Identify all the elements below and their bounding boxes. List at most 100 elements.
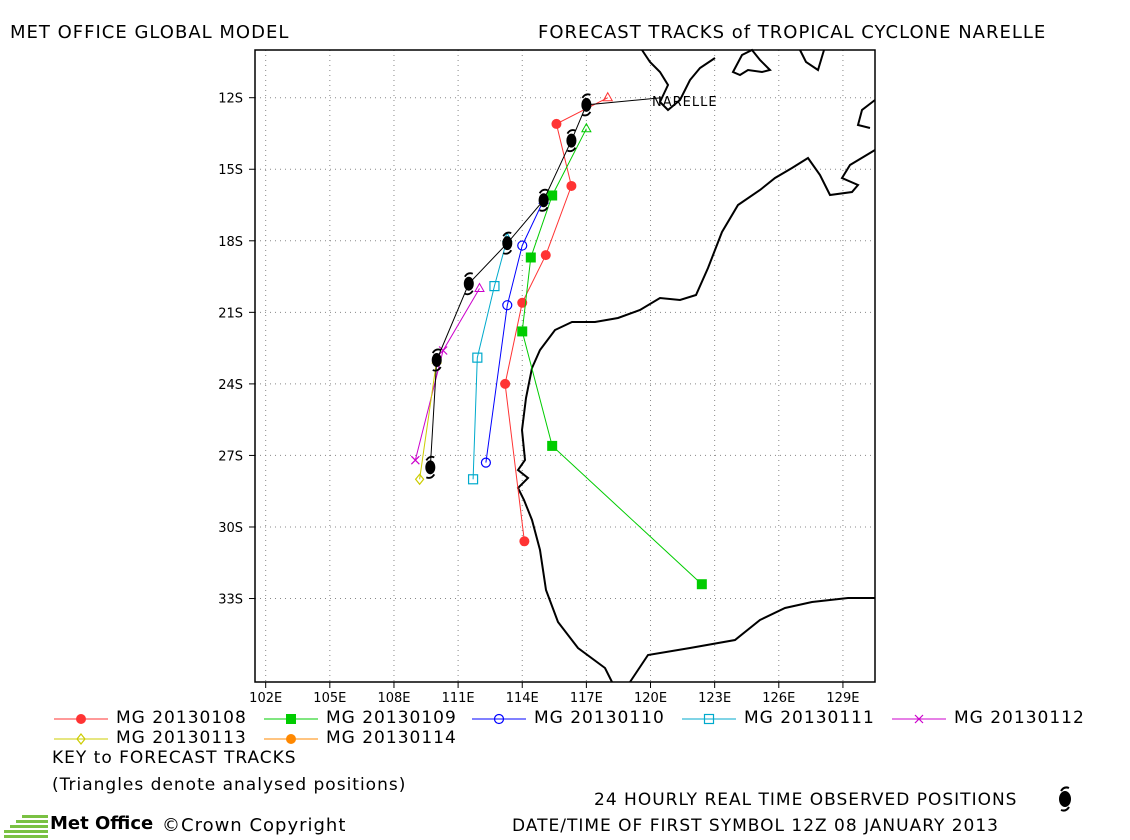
track-mg-20130109 (517, 122, 707, 590)
model-title: MET OFFICE GLOBAL MODEL (10, 22, 290, 43)
track-line (521, 128, 703, 585)
lon-tick-label: 120E (634, 691, 667, 706)
lon-tick-label: 111E (442, 691, 475, 706)
lon-tick-label: 108E (377, 691, 410, 706)
legend-marker (76, 733, 86, 745)
observed-cyclone-icon (581, 93, 592, 117)
legend-swatch (54, 714, 108, 724)
map-grid (255, 50, 875, 682)
track-point (517, 326, 528, 337)
legend-label: MG 20130112 (954, 708, 1085, 728)
observed-cyclone-icon (425, 455, 436, 479)
australia-west-coast (516, 149, 876, 683)
legend-label: MG 20130108 (116, 708, 247, 728)
track-line (485, 199, 545, 463)
lon-tick-label: 114E (506, 691, 539, 706)
track-mg-20130112 (410, 282, 485, 465)
track-point (540, 250, 551, 261)
lon-tick-label: 105E (313, 691, 346, 706)
observed-cyclone-icon (463, 272, 474, 296)
south-coast (629, 597, 875, 683)
legend-swatch (892, 714, 946, 724)
track-point (525, 252, 536, 263)
track-line (472, 238, 508, 480)
track-point (472, 352, 483, 363)
legend-label: MG 20130109 (326, 708, 457, 728)
lat-tick-label: 33S (218, 593, 243, 608)
lon-tick-label: 123E (698, 691, 731, 706)
track-point (517, 240, 528, 251)
track-mg-20130108 (500, 91, 614, 547)
analysed-position-triangle (581, 122, 592, 133)
legend-marker (76, 714, 86, 724)
analysed-position-triangle (602, 91, 614, 102)
legend-marker (286, 734, 296, 744)
lat-tick-label: 30S (218, 521, 243, 536)
track-point (414, 473, 425, 486)
observed-cyclone-icon (538, 188, 549, 212)
lat-tick-label: 21S (218, 306, 243, 321)
lat-tick-label: 24S (218, 378, 243, 393)
key-title: KEY to FORECAST TRACKS (52, 748, 297, 768)
lat-tick-label: 15S (218, 163, 243, 178)
copyright-notice: ©Crown Copyright (162, 815, 347, 836)
track-point (547, 440, 558, 451)
lat-tick-label: 18S (218, 235, 243, 250)
track-point (500, 378, 511, 389)
observed-cyclone-icon (566, 129, 577, 153)
track-point (696, 579, 707, 590)
legend-marker (286, 714, 296, 724)
track-point (547, 190, 558, 201)
track-point (502, 300, 513, 311)
track-point (480, 457, 491, 468)
observed-cyclone-icon (431, 348, 442, 372)
forecast-tracks (410, 91, 707, 590)
track-point (519, 536, 530, 547)
track-line (504, 97, 609, 542)
east-coast-stub (856, 99, 876, 129)
legend-swatch (54, 733, 108, 745)
track-point (438, 346, 448, 355)
logo-text: Met Office (50, 813, 154, 834)
lon-tick-label: 129E (826, 691, 859, 706)
forecast-track-map: NARELLE 102E 105E 108E 111E 114E 117E 120E 123E… (218, 48, 876, 706)
chart-title: FORECAST TRACKS of TROPICAL CYCLONE NARE… (538, 22, 1047, 43)
met-office-logo-icon (4, 815, 48, 838)
legend-marker (703, 713, 715, 725)
north-island (731, 48, 772, 77)
legend-label: MG 20130113 (116, 728, 247, 748)
north-landmass (641, 49, 716, 112)
lon-tick-label: 117E (570, 691, 603, 706)
lon-tick-label: 126E (762, 691, 795, 706)
track-mg-20130111 (467, 232, 513, 485)
axis-ticks: 102E 105E 108E 111E 114E 117E 120E 123E 126E 129E… (218, 92, 859, 706)
legend-label: MG 20130114 (326, 728, 457, 748)
northeast-landmass (799, 49, 825, 72)
track-line (414, 288, 480, 461)
track-point (467, 474, 479, 485)
legend-swatch (264, 734, 318, 744)
observed-cyclone-icon (502, 231, 513, 255)
coastline (516, 48, 876, 683)
legend-marker (493, 713, 505, 725)
legend-swatch (264, 714, 318, 724)
lat-tick-label: 12S (218, 92, 243, 107)
storm-name-label: NARELLE (652, 95, 718, 110)
observed-positions-label: 24 HOURLY REAL TIME OBSERVED POSITIONS (594, 790, 1018, 810)
track-line (419, 359, 438, 480)
legend-swatch (682, 713, 736, 725)
key-note: (Triangles denote analysed positions) (52, 775, 407, 795)
track-point (566, 180, 577, 191)
track-point (410, 455, 420, 465)
observed-positions (425, 93, 662, 479)
cyclone-symbol-icon (1059, 786, 1071, 812)
lon-tick-label: 102E (249, 691, 282, 706)
track-point (551, 118, 562, 129)
analysed-position-triangle (474, 282, 485, 292)
legend-marker (914, 714, 924, 724)
map-frame (254, 49, 876, 683)
legend-label: MG 20130111 (744, 708, 875, 728)
track-point (489, 281, 500, 292)
legend-swatch (472, 713, 526, 725)
first-symbol-date: DATE/TIME OF FIRST SYMBOL 12Z 08 JANUARY… (512, 816, 999, 836)
